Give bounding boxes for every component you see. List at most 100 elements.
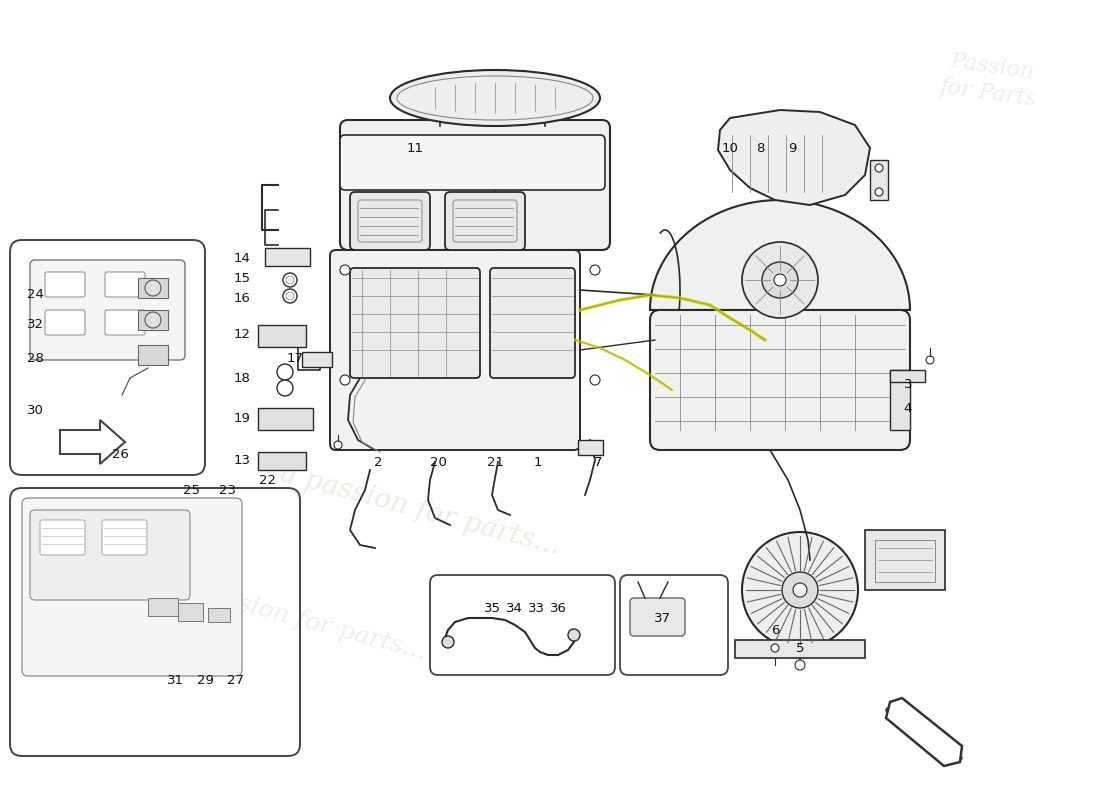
Text: 10: 10 [722,142,738,154]
FancyBboxPatch shape [350,268,480,378]
Bar [870,160,888,200]
Text: 12: 12 [233,329,251,342]
Text: 27: 27 [227,674,243,686]
Text: 13: 13 [233,454,251,466]
Text: 1: 1 [534,455,542,469]
Circle shape [145,280,161,296]
Circle shape [277,364,293,380]
Text: 36: 36 [550,602,566,614]
Text: 11: 11 [407,142,424,154]
Bar [208,608,230,622]
Bar [874,540,935,582]
Text: 20: 20 [430,455,447,469]
Polygon shape [886,698,962,766]
Text: 24: 24 [26,289,43,302]
Text: 21: 21 [486,455,504,469]
Circle shape [774,274,786,286]
Text: 33: 33 [528,602,544,614]
Circle shape [874,188,883,196]
Circle shape [277,380,293,396]
FancyBboxPatch shape [104,310,145,335]
Circle shape [742,532,858,648]
Text: 19: 19 [233,411,251,425]
Text: 22: 22 [260,474,276,486]
Bar [138,310,168,330]
Text: 9: 9 [788,142,796,154]
Text: 3: 3 [904,378,912,391]
Text: 35: 35 [484,602,500,614]
Text: 25: 25 [184,483,200,497]
Text: 8: 8 [756,142,764,154]
Bar [138,345,168,365]
FancyBboxPatch shape [104,272,145,297]
Text: 26: 26 [111,449,129,462]
Bar [865,530,945,590]
FancyBboxPatch shape [340,120,610,250]
Bar [258,408,314,430]
Circle shape [782,572,818,608]
Bar [258,452,306,470]
Bar [890,370,910,430]
Bar [302,352,332,367]
Bar [735,640,865,658]
Text: a passion for parts...: a passion for parts... [277,459,563,561]
Text: 16: 16 [233,291,251,305]
Circle shape [334,441,342,449]
FancyBboxPatch shape [630,598,685,636]
Text: 5: 5 [795,642,804,654]
Circle shape [742,242,818,318]
Text: 30: 30 [26,403,43,417]
Text: 17: 17 [286,351,304,365]
Circle shape [793,583,807,597]
Circle shape [568,629,580,641]
Text: 28: 28 [26,351,43,365]
Bar [258,325,306,347]
Polygon shape [650,200,910,310]
FancyBboxPatch shape [40,520,85,555]
Text: a passion for parts...: a passion for parts... [172,575,429,665]
Polygon shape [718,110,870,205]
Bar [138,278,168,298]
Bar [265,248,310,266]
Circle shape [340,265,350,275]
Ellipse shape [390,70,600,126]
Text: 14: 14 [233,251,251,265]
FancyBboxPatch shape [490,268,575,378]
Text: 31: 31 [166,674,184,686]
Circle shape [590,265,600,275]
Circle shape [771,644,779,652]
Circle shape [283,273,297,287]
Text: 7: 7 [594,455,603,469]
FancyBboxPatch shape [30,260,185,360]
Bar [148,598,178,616]
Text: 2: 2 [374,455,383,469]
FancyBboxPatch shape [650,310,910,450]
Bar [178,603,204,621]
Circle shape [590,375,600,385]
Circle shape [795,660,805,670]
FancyBboxPatch shape [446,192,525,250]
Circle shape [874,164,883,172]
Circle shape [926,356,934,364]
Text: 37: 37 [653,611,671,625]
Text: 34: 34 [506,602,522,614]
Text: 32: 32 [26,318,44,331]
Bar [890,370,925,382]
Circle shape [283,289,297,303]
Text: 18: 18 [233,371,251,385]
FancyBboxPatch shape [330,250,580,450]
Text: 23: 23 [220,483,236,497]
FancyBboxPatch shape [102,520,147,555]
Text: 6: 6 [771,623,779,637]
Text: 15: 15 [233,271,251,285]
FancyBboxPatch shape [30,510,190,600]
FancyBboxPatch shape [340,135,605,190]
FancyBboxPatch shape [22,498,242,676]
Bar [578,440,603,455]
Circle shape [340,375,350,385]
Text: Passion
for Parts: Passion for Parts [938,50,1042,110]
Text: 4: 4 [904,402,912,414]
Polygon shape [60,420,125,464]
FancyBboxPatch shape [45,310,85,335]
Text: 29: 29 [197,674,213,686]
